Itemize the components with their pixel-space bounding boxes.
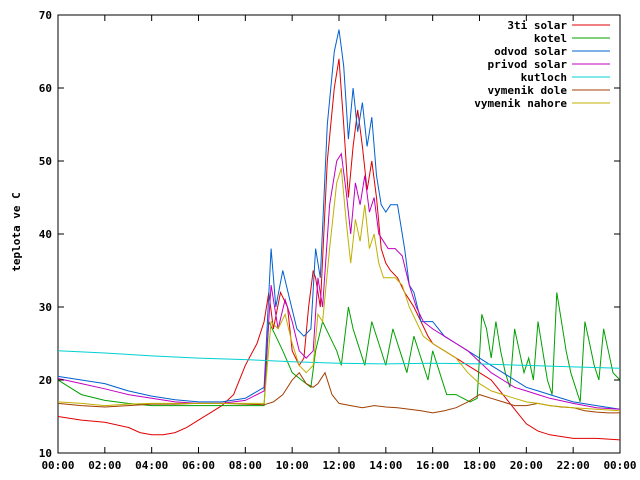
legend-label-3ti-solar: 3ti solar xyxy=(507,19,567,32)
series-line-kutloch xyxy=(57,350,621,369)
x-tick-label: 18:00 xyxy=(463,459,496,472)
x-tick-label: 16:00 xyxy=(416,459,449,472)
x-tick-label: 00:00 xyxy=(603,459,636,472)
x-tick-label: 00:00 xyxy=(41,459,74,472)
series-layer xyxy=(57,29,621,441)
series-line-odvod-solar xyxy=(57,29,621,410)
y-tick-label: 70 xyxy=(39,9,52,22)
y-axis-label: teplota ve C xyxy=(10,192,23,271)
series-line-vymenik-nahore xyxy=(57,168,621,412)
y-tick-label: 60 xyxy=(39,82,52,95)
series-line-vymenik-dole xyxy=(57,371,620,414)
x-tick-label: 12:00 xyxy=(322,459,355,472)
legend-label-privod-solar: privod solar xyxy=(488,58,568,71)
y-tick-label: 30 xyxy=(39,301,52,314)
y-axis-ticks: 10 20 30 40 50 60 70 xyxy=(39,9,620,460)
x-tick-label: 08:00 xyxy=(229,459,262,472)
series-line-privod-solar xyxy=(57,152,621,410)
x-tick-label: 14:00 xyxy=(369,459,402,472)
series-line-kotel xyxy=(57,292,621,407)
legend-label-vymenik-dole: vymenik dole xyxy=(488,84,568,97)
y-tick-label: 40 xyxy=(39,228,52,241)
y-tick-label: 20 xyxy=(39,374,52,387)
series-line-3ti-solar xyxy=(57,58,621,441)
x-tick-label: 06:00 xyxy=(182,459,215,472)
x-tick-label: 10:00 xyxy=(276,459,309,472)
y-tick-label: 10 xyxy=(39,447,52,460)
x-tick-label: 22:00 xyxy=(557,459,590,472)
legend-label-odvod-solar: odvod solar xyxy=(494,45,567,58)
x-axis-ticks: 00:00 02:00 04:00 06:00 08:00 10:00 12:00 14:00… xyxy=(41,15,637,472)
x-tick-label: 04:00 xyxy=(135,459,168,472)
x-tick-label: 20:00 xyxy=(510,459,543,472)
legend-label-vymenik-nahore: vymenik nahore xyxy=(474,97,567,110)
legend-label-kutloch: kutloch xyxy=(521,71,567,84)
legend-label-kotel: kotel xyxy=(534,32,567,45)
y-tick-label: 50 xyxy=(39,155,52,168)
x-tick-label: 02:00 xyxy=(88,459,121,472)
